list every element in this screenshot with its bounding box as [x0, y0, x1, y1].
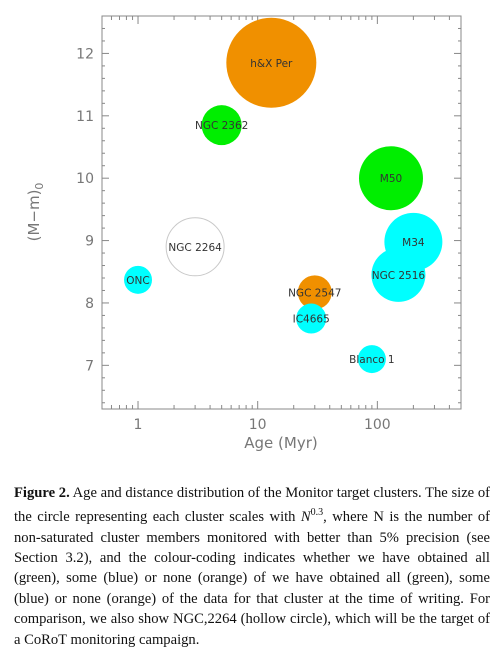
cluster-label-ngc-2516: NGC 2516 — [372, 270, 426, 282]
cluster-bubble-blanco-1 — [357, 345, 386, 374]
x-axis-label: Age (Myr) — [244, 434, 317, 452]
axis-ticks: 7 8 9 10 11 12 1 10 100 — [76, 15, 461, 433]
y-tick-label: 7 — [85, 358, 94, 374]
cluster-bubble-ic4665 — [296, 303, 327, 334]
cluster-bubble-ngc-2516 — [371, 247, 426, 302]
scatter-chart: 7 8 9 10 11 12 1 10 100 h&X Per NGC 2362 M50 NGC 22… — [25, 15, 462, 452]
cluster-bubble-ngc-2362 — [201, 105, 242, 146]
cluster-label-ngc-2362: NGC 2362 — [195, 120, 248, 132]
y-tick-label: 8 — [85, 296, 94, 312]
x-tick-label: 100 — [364, 417, 391, 433]
plot-frame — [101, 15, 462, 410]
cluster-bubble-h-x-per — [226, 17, 317, 108]
y-tick-label: 9 — [85, 234, 94, 250]
y-tick-label: 11 — [76, 109, 94, 125]
cluster-bubble-onc — [124, 265, 153, 294]
y-axis-label-subscript: 0 — [33, 183, 46, 190]
chart-svg: 7 8 9 10 11 12 1 10 100 h&X Per NGC 2362 M50 NGC 22… — [25, 15, 462, 452]
cluster-bubble-ngc-2264 — [165, 217, 225, 277]
cluster-label-m34: M34 — [402, 237, 425, 249]
cluster-label-blanco-1: Blanco 1 — [349, 354, 394, 366]
cluster-bubble-ngc-2547 — [297, 275, 332, 310]
caption-label: Figure 2. — [14, 485, 70, 501]
cluster-label-ic4665: IC4665 — [293, 314, 330, 326]
cluster-label-ngc-2264: NGC 2264 — [168, 242, 222, 254]
cluster-bubble-m50 — [358, 146, 423, 211]
cluster-label-h-x-per: h&X Per — [250, 58, 293, 70]
x-tick-label: 1 — [134, 417, 143, 433]
caption-text: Age and distance distribution of the Mon… — [14, 485, 491, 648]
y-tick-label: 10 — [76, 171, 94, 187]
y-axis-label: (M−m)0 — [25, 183, 46, 242]
cluster-label-onc: ONC — [126, 275, 149, 287]
cluster-label-m50: M50 — [380, 173, 402, 185]
y-tick-label: 12 — [76, 46, 94, 62]
x-tick-label: 10 — [249, 417, 267, 433]
cluster-label-ngc-2547: NGC 2547 — [288, 287, 341, 299]
bubble-layer: h&X Per NGC 2362 M50 NGC 2264 M34 NGC 2516 ONC… — [124, 17, 443, 374]
y-axis-label-main: (M−m) — [25, 190, 43, 242]
figure-caption: Figure 2. Age and distance distribution … — [14, 483, 490, 650]
